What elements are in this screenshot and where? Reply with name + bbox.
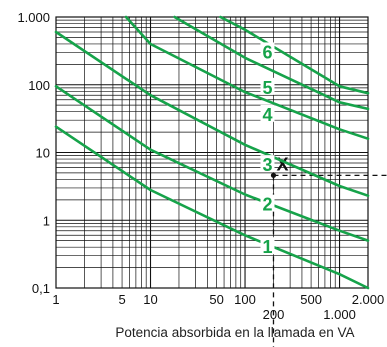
series-line-5 xyxy=(173,15,370,111)
y-tick-label: 10 xyxy=(36,146,50,161)
curve-label-bg xyxy=(260,104,275,122)
x-tick-label: 10 xyxy=(143,292,157,307)
x-tick-label-secondary: 200 xyxy=(263,307,285,322)
y-tick-label: 1.000 xyxy=(17,10,50,25)
curve-label-6: 6 xyxy=(262,42,272,62)
curve-label-1: 1 xyxy=(262,237,272,257)
curve-label-5: 5 xyxy=(262,78,272,98)
marker-point xyxy=(270,172,277,178)
y-tick-label: 100 xyxy=(28,78,50,93)
curve-label-bg xyxy=(260,194,275,212)
series-line-3 xyxy=(54,30,370,197)
plot-frame xyxy=(55,16,369,289)
x-tick-label: 1 xyxy=(52,292,59,307)
series-line-1 xyxy=(54,125,370,290)
series-line-6 xyxy=(219,15,370,95)
x-axis-label: Potencia absorbida en la llamada en VA xyxy=(115,325,354,340)
curve-label-2: 2 xyxy=(262,195,272,215)
chart-series xyxy=(54,15,370,290)
curve-label-bg xyxy=(260,77,275,95)
y-tick-label: 1 xyxy=(43,213,50,228)
curve-labels: 1 2 3 4 5 6 xyxy=(260,42,275,257)
curve-label-bg xyxy=(260,237,275,255)
series-line-4 xyxy=(124,15,370,140)
x-tick-label: 100 xyxy=(234,292,256,307)
curve-label-bg xyxy=(260,42,275,60)
x-tick-label: 500 xyxy=(300,292,322,307)
curve-label-bg xyxy=(260,155,275,173)
chart-grid xyxy=(56,17,368,288)
x-tick-label: 50 xyxy=(209,292,223,307)
x-tick-label: 2.000 xyxy=(352,292,385,307)
x-tick-label-secondary: 1.000 xyxy=(323,307,356,322)
curve-label-4: 4 xyxy=(262,105,272,125)
series-line-2 xyxy=(54,85,370,242)
y-tick-label: 0,1 xyxy=(32,281,50,296)
curve-label-3: 3 xyxy=(262,155,272,175)
x-tick-label: 5 xyxy=(118,292,125,307)
